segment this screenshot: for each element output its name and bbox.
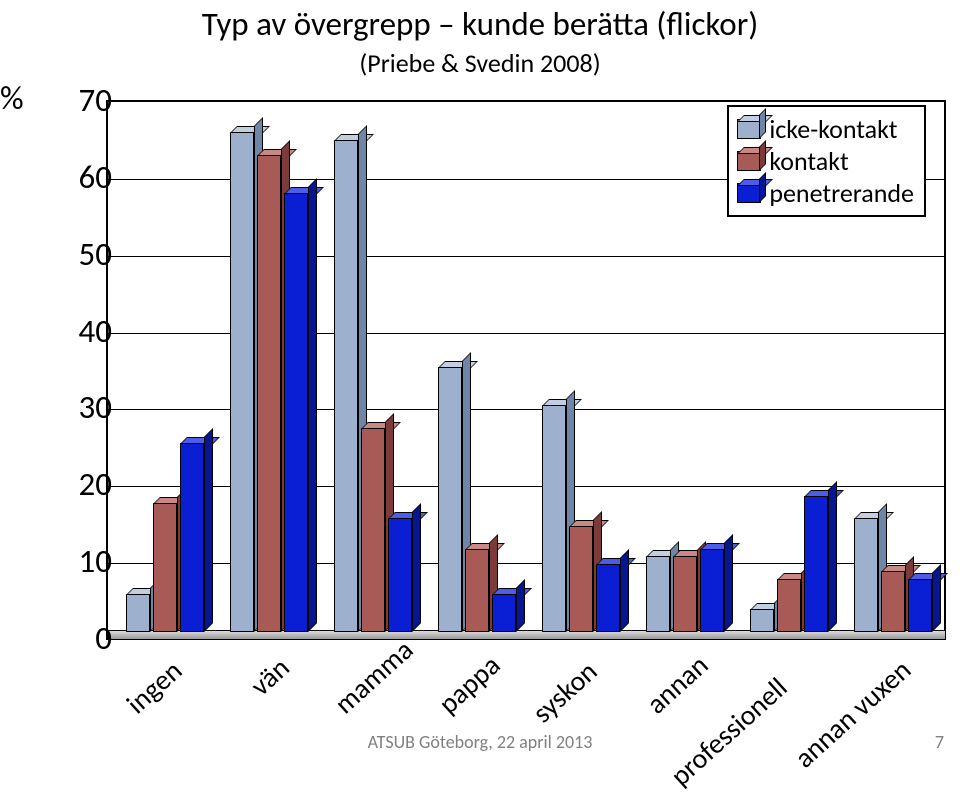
legend-swatch	[737, 119, 761, 139]
bar-group	[438, 102, 516, 632]
legend-swatch	[737, 183, 761, 203]
legend-label: kontakt	[769, 145, 848, 177]
bar-cap	[569, 520, 609, 527]
x-tick-label: ingen	[119, 653, 189, 721]
bar-cap	[700, 543, 740, 550]
chart-subtitle-text: (Priebe & Svedin 2008)	[359, 47, 600, 79]
bar	[388, 518, 412, 632]
bar	[438, 367, 462, 632]
y-tick-label: 70	[52, 80, 112, 120]
bar	[465, 549, 489, 632]
bar-cap	[438, 361, 478, 368]
slide: Typ av övergrepp – kunde berätta (flicko…	[0, 0, 960, 755]
y-tick-label: 40	[52, 311, 112, 351]
y-tick-label: 10	[52, 541, 112, 581]
bar	[257, 155, 281, 632]
y-tick-label: 30	[52, 387, 112, 427]
y-axis-unit: %	[0, 78, 24, 118]
x-tick-label: pappa	[431, 647, 507, 720]
bar	[284, 193, 308, 632]
bar-cap	[284, 187, 324, 194]
bar	[180, 443, 204, 632]
bar	[750, 609, 774, 632]
bar-group	[542, 102, 620, 632]
bar-cap	[361, 422, 401, 429]
x-tick-label: syskon	[525, 654, 604, 730]
legend-label: penetrerande	[769, 177, 914, 209]
y-tick-label: 50	[52, 234, 112, 274]
chart-subtitle: (Priebe & Svedin 2008)	[0, 47, 960, 79]
bar-side	[724, 534, 733, 632]
bar-group	[126, 102, 204, 632]
bar-side	[620, 549, 629, 632]
bar	[569, 526, 593, 632]
bar	[596, 564, 620, 632]
bar	[542, 405, 566, 632]
bar-side	[828, 481, 837, 632]
bar-side	[516, 579, 525, 632]
bar-cap	[465, 543, 505, 550]
page-number: 7	[935, 731, 944, 753]
bar	[908, 579, 932, 632]
bar-cap	[257, 149, 297, 156]
legend-label: icke-kontakt	[769, 113, 897, 145]
plot-area: icke-kontaktkontaktpenetrerande	[106, 100, 946, 640]
bar	[804, 496, 828, 632]
bar	[492, 594, 516, 632]
legend: icke-kontaktkontaktpenetrerande	[727, 105, 926, 217]
bar-cap	[334, 134, 374, 141]
bar	[881, 571, 905, 632]
bar	[854, 518, 878, 632]
bar	[230, 132, 254, 632]
bar-group	[230, 102, 308, 632]
chart-title: Typ av övergrepp – kunde berätta (flicko…	[0, 4, 960, 44]
bar-cap	[492, 588, 532, 595]
bar	[334, 140, 358, 632]
bar-cap	[180, 437, 220, 444]
bar-group	[334, 102, 412, 632]
bar-group	[646, 102, 724, 632]
bar-cap	[908, 573, 948, 580]
bar-cap	[804, 490, 844, 497]
bar	[700, 549, 724, 632]
bar-cap	[881, 565, 921, 572]
x-tick-label: mamma	[327, 632, 420, 721]
bar	[646, 556, 670, 632]
x-tick-label: annan	[639, 647, 715, 720]
bar-side	[308, 178, 317, 632]
chart-title-text: Typ av övergrepp – kunde berätta (flicko…	[202, 4, 758, 44]
legend-item: penetrerande	[737, 177, 914, 209]
bar-cap	[854, 512, 894, 519]
y-tick-label: 20	[52, 464, 112, 504]
chart-area: icke-kontaktkontaktpenetrerande	[106, 100, 946, 670]
bar	[126, 594, 150, 632]
bar-side	[412, 503, 421, 632]
footer-text: ATSUB Göteborg, 22 april 2013	[0, 731, 960, 753]
y-tick-label: 60	[52, 157, 112, 197]
bar	[361, 428, 385, 632]
bar-cap	[230, 126, 270, 133]
legend-swatch	[737, 151, 761, 171]
bar	[153, 503, 177, 632]
bar-cap	[542, 399, 582, 406]
bar-side	[204, 428, 213, 632]
x-tick-label: annan vuxen	[787, 652, 918, 775]
bar-cap	[388, 512, 428, 519]
y-tick-label: 0	[52, 618, 112, 658]
x-tick-label: vän	[243, 650, 296, 703]
bar-cap	[596, 558, 636, 565]
bar	[673, 556, 697, 632]
bar-side	[932, 564, 941, 632]
bar	[777, 579, 801, 632]
